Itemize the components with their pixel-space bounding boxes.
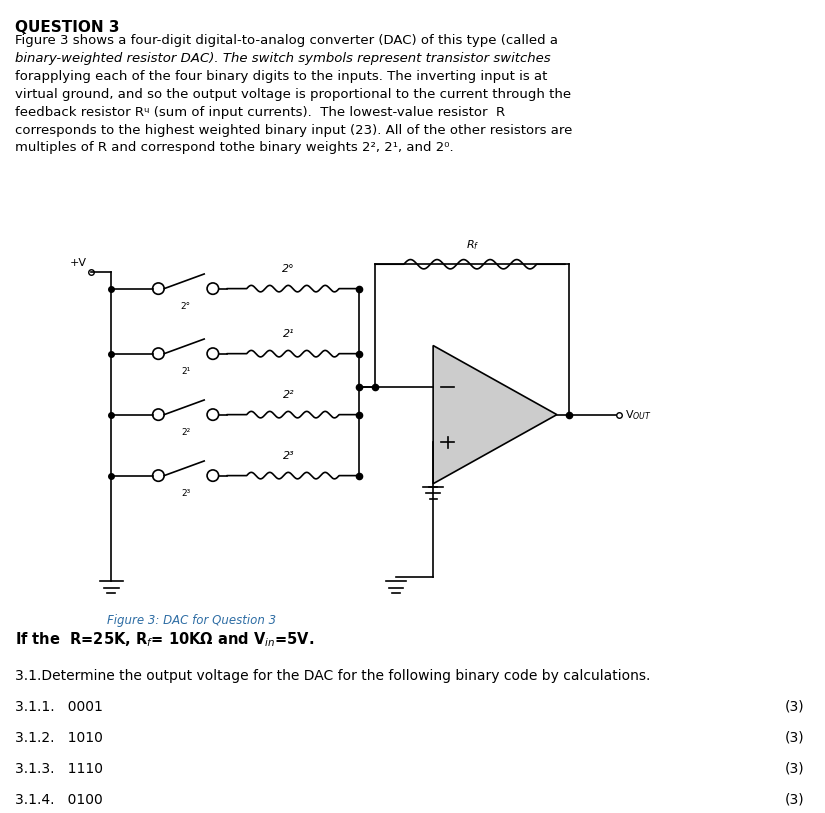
Text: Figure 3 shows a four-digit digital-to-analog converter (DAC) of this type (call: Figure 3 shows a four-digit digital-to-a… xyxy=(15,34,558,47)
Text: corresponds to the highest weighted binary input (23). All of the other resistor: corresponds to the highest weighted bina… xyxy=(15,124,573,137)
Text: 2¹: 2¹ xyxy=(181,367,191,376)
Text: (3): (3) xyxy=(785,762,804,776)
Text: If the  R=25K, R$_f$= 10KΩ and V$_{in}$=5V.: If the R=25K, R$_f$= 10KΩ and V$_{in}$=5… xyxy=(15,630,314,649)
Text: forapplying each of the four binary digits to the inputs. The inverting input is: forapplying each of the four binary digi… xyxy=(15,70,547,83)
Text: $R_f$: $R_f$ xyxy=(465,238,479,252)
Text: binary-weighted resistor DAC). The switch symbols represent transistor switches: binary-weighted resistor DAC). The switc… xyxy=(15,52,550,65)
Text: (3): (3) xyxy=(785,700,804,714)
Text: (3): (3) xyxy=(785,731,804,745)
Text: QUESTION 3: QUESTION 3 xyxy=(15,20,120,35)
Text: 2°: 2° xyxy=(282,264,295,274)
Text: 2¹: 2¹ xyxy=(283,329,295,339)
Text: 2°: 2° xyxy=(181,302,191,311)
Text: (3): (3) xyxy=(785,793,804,806)
Text: feedback resistor Rᶣ (sum of input currents).  The lowest-value resistor  R: feedback resistor Rᶣ (sum of input curre… xyxy=(15,106,505,119)
Polygon shape xyxy=(433,346,557,484)
Text: 3.1.2.   1010: 3.1.2. 1010 xyxy=(15,731,103,745)
Text: 2³: 2³ xyxy=(181,489,191,498)
Text: 2³: 2³ xyxy=(283,451,295,461)
Text: +V: +V xyxy=(69,259,87,268)
Text: 2²: 2² xyxy=(283,390,295,400)
Text: V$_{OUT}$: V$_{OUT}$ xyxy=(625,408,652,421)
Text: virtual ground, and so the output voltage is proportional to the current through: virtual ground, and so the output voltag… xyxy=(15,88,571,101)
Text: 3.1.Determine the output voltage for the DAC for the following binary code by ca: 3.1.Determine the output voltage for the… xyxy=(15,669,650,683)
Text: 2²: 2² xyxy=(181,428,191,437)
Text: Figure 3: DAC for Question 3: Figure 3: DAC for Question 3 xyxy=(107,614,276,627)
Text: 3.1.1.   0001: 3.1.1. 0001 xyxy=(15,700,103,714)
Text: 3.1.3.   1110: 3.1.3. 1110 xyxy=(15,762,103,776)
Text: 3.1.4.   0100: 3.1.4. 0100 xyxy=(15,793,102,806)
Text: multiples of R and correspond tothe binary weights 2², 2¹, and 2⁰.: multiples of R and correspond tothe bina… xyxy=(15,141,454,154)
